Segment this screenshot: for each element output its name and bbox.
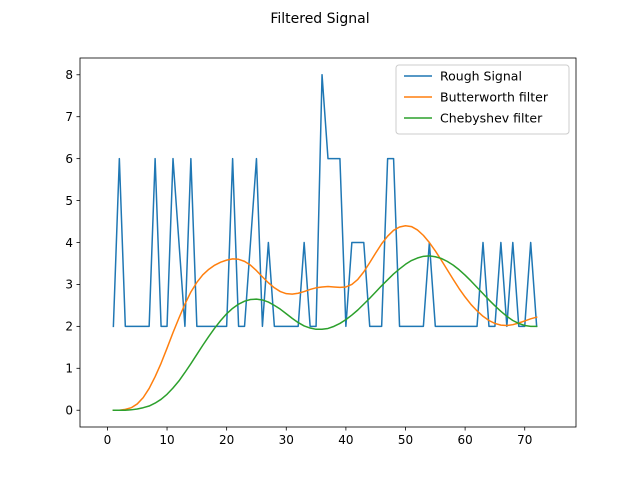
legend-label-2: Chebyshev filter (440, 111, 543, 126)
chart-title: Filtered Signal (270, 11, 369, 27)
x-tick-label-5: 50 (398, 433, 413, 447)
x-tick-label-1: 10 (159, 433, 174, 447)
x-tick-label-0: 0 (104, 433, 112, 447)
axes: 0 10 20 30 40 50 60 70 0 1 2 3 4 5 6 7 8 (65, 57, 577, 447)
y-tick-label-4: 4 (65, 236, 73, 250)
x-tick-label-2: 20 (219, 433, 234, 447)
series-line-0 (112, 74, 538, 328)
series-line-1 (112, 224, 538, 411)
legend: Rough Signal Butterworth filter Chebyshev … (395, 64, 570, 135)
legend-box (395, 64, 570, 135)
y-tick-label-3: 3 (65, 278, 73, 292)
series-line-2 (112, 255, 538, 411)
y-tick-label-6: 6 (65, 152, 73, 166)
plot-area (112, 74, 538, 411)
y-tick-label-5: 5 (65, 194, 73, 208)
y-tick-label-8: 8 (65, 68, 73, 82)
y-tick-label-0: 0 (65, 404, 73, 418)
x-tick-label-6: 60 (457, 433, 472, 447)
y-tick-label-2: 2 (65, 320, 73, 334)
y-tick-label-1: 1 (65, 362, 73, 376)
x-tick-label-3: 30 (279, 433, 294, 447)
legend-label-0: Rough Signal (440, 69, 522, 84)
y-tick-label-7: 7 (65, 110, 73, 124)
x-tick-label-7: 70 (517, 433, 532, 447)
x-tick-label-4: 40 (338, 433, 353, 447)
legend-label-1: Butterworth filter (440, 90, 549, 105)
